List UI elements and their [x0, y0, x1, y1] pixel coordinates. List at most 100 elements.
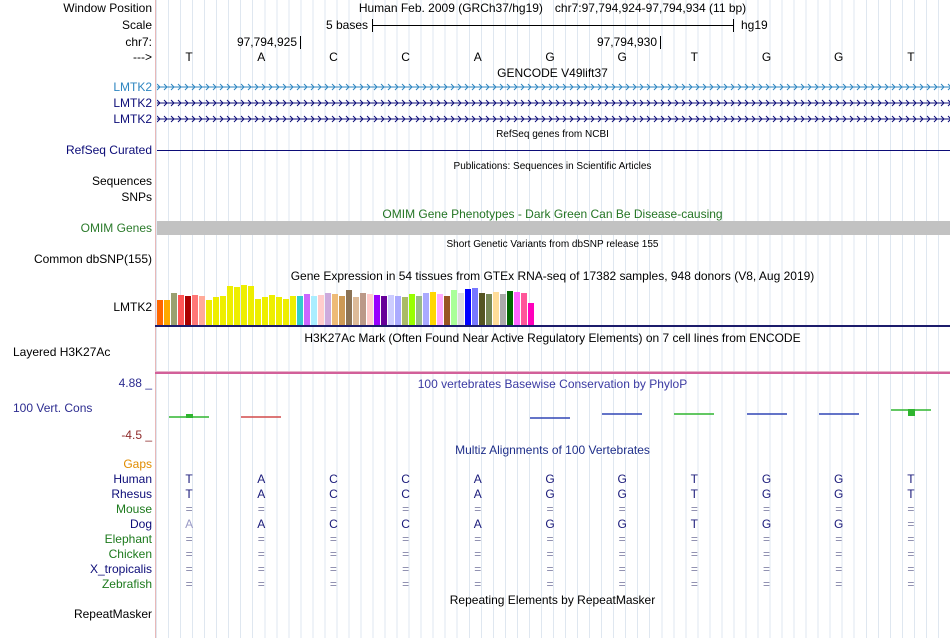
publications-sequences-label[interactable]: Sequences [91, 174, 152, 188]
gtex-bar[interactable] [318, 295, 324, 325]
multiz-species-label[interactable]: Zebrafish [101, 577, 152, 591]
label-divider [155, 0, 156, 638]
alignment-gap-symbol: = [402, 577, 410, 591]
gtex-bar[interactable] [276, 297, 282, 325]
gtex-bar[interactable] [234, 287, 240, 325]
h3k27ac-signal-edge [155, 371, 950, 372]
h3k27ac-signal[interactable] [155, 372, 950, 374]
repeatmasker-track-label[interactable]: RepeatMasker [73, 607, 152, 621]
gencode-transcript-feature[interactable] [155, 81, 950, 93]
gtex-bar[interactable] [388, 295, 394, 325]
gencode-item-label[interactable]: LMTK2 [113, 96, 152, 110]
phylop-track-label[interactable]: 100 Vert. Cons [13, 401, 93, 415]
gtex-bar[interactable] [479, 293, 485, 325]
gtex-bar[interactable] [171, 293, 177, 325]
gtex-bar[interactable] [395, 296, 401, 325]
alignment-gap-symbol: = [546, 532, 554, 546]
multiz-species-label[interactable]: Chicken [108, 547, 152, 561]
gtex-bar[interactable] [423, 293, 429, 325]
gtex-bar[interactable] [248, 286, 254, 325]
alignment-gap-symbol: = [329, 532, 337, 546]
gencode-transcript-feature[interactable] [155, 113, 950, 125]
gtex-bar[interactable] [192, 295, 198, 325]
multiz-species-label[interactable]: Elephant [104, 532, 152, 546]
refseq-gene-feature[interactable] [157, 150, 950, 151]
omim-track-label[interactable]: OMIM Genes [80, 221, 152, 235]
position-ruler[interactable]: 97,794,930 [550, 35, 661, 49]
gtex-bar[interactable] [325, 293, 331, 325]
dbsnp-track-label[interactable]: Common dbSNP(155) [33, 252, 152, 266]
gtex-bar[interactable] [528, 303, 534, 325]
phylop-track-title: 100 vertebrates Basewise Conservation by… [417, 377, 688, 391]
phylop-plot[interactable] [0, 388, 950, 440]
gtex-bar[interactable] [290, 296, 296, 325]
multiz-species-label[interactable]: Mouse [115, 502, 152, 516]
position-ruler[interactable]: 97,794,925 [190, 35, 301, 49]
gtex-track-label[interactable]: LMTK2 [113, 300, 152, 314]
gtex-bar[interactable] [521, 293, 527, 325]
gtex-bar[interactable] [227, 286, 233, 325]
gtex-bar[interactable] [185, 296, 191, 325]
gtex-bar[interactable] [381, 296, 387, 325]
alignment-gap-symbol: = [835, 502, 843, 516]
gtex-bar[interactable] [465, 289, 471, 325]
omim-gene-feature[interactable] [157, 221, 950, 235]
gtex-bar[interactable] [374, 295, 380, 325]
phylop-min-label: -4.5 _ [121, 428, 152, 442]
gtex-bar[interactable] [262, 297, 268, 325]
gtex-bar[interactable] [451, 290, 457, 325]
gtex-bar[interactable] [255, 299, 261, 325]
gtex-bar[interactable] [213, 297, 219, 325]
gtex-bar[interactable] [311, 296, 317, 325]
alignment-gap-symbol: = [907, 577, 915, 591]
scale-bar[interactable] [372, 18, 734, 32]
gtex-bar[interactable] [458, 293, 464, 325]
phylop-score-bar [907, 409, 915, 417]
gtex-bar[interactable] [297, 296, 303, 325]
h3k27ac-track-label[interactable]: Layered H3K27Ac [13, 345, 111, 359]
gtex-bar[interactable] [416, 296, 422, 325]
multiz-species-label[interactable]: X_tropicalis [89, 562, 152, 576]
gtex-bar[interactable] [332, 294, 338, 325]
gtex-bar[interactable] [409, 294, 415, 325]
refseq-track-label[interactable]: RefSeq Curated [65, 143, 152, 157]
window-position-label: Window Position [63, 1, 152, 15]
gtex-bar[interactable] [507, 291, 513, 325]
window-position: Human Feb. 2009 (GRCh37/hg19) chr7:97,794… [155, 1, 950, 15]
gtex-bar[interactable] [444, 296, 450, 325]
multiz-species-label[interactable]: Rhesus [111, 487, 152, 501]
gtex-bar[interactable] [164, 300, 170, 325]
base-letter: T [907, 472, 915, 486]
gtex-bar[interactable] [430, 292, 436, 325]
gtex-bar[interactable] [486, 294, 492, 325]
gtex-bar[interactable] [220, 296, 226, 325]
gtex-bar[interactable] [269, 295, 275, 325]
gencode-transcript-feature[interactable] [155, 97, 950, 109]
gtex-bar[interactable] [353, 297, 359, 325]
gtex-expression-bars[interactable] [157, 285, 535, 325]
gencode-item-label[interactable]: LMTK2 [113, 112, 152, 126]
gtex-bar[interactable] [346, 290, 352, 325]
gtex-bar[interactable] [437, 294, 443, 325]
gtex-bar[interactable] [500, 294, 506, 325]
multiz-gaps-label[interactable]: Gaps [123, 457, 152, 471]
gtex-bar[interactable] [157, 300, 163, 325]
publications-snps-label[interactable]: SNPs [121, 190, 152, 204]
gtex-bar[interactable] [304, 294, 310, 325]
multiz-species-label[interactable]: Dog [129, 517, 152, 531]
gtex-bar[interactable] [241, 285, 247, 325]
gtex-bar[interactable] [339, 296, 345, 325]
gencode-item-label[interactable]: LMTK2 [113, 80, 152, 94]
gtex-bar[interactable] [199, 296, 205, 325]
gtex-bar[interactable] [514, 292, 520, 325]
multiz-species-label[interactable]: Human [113, 472, 152, 486]
gtex-bar[interactable] [472, 288, 478, 325]
gtex-bar[interactable] [493, 292, 499, 325]
gtex-bar[interactable] [178, 295, 184, 325]
gtex-bar[interactable] [367, 294, 373, 325]
gtex-bar[interactable] [283, 299, 289, 325]
gtex-bar[interactable] [360, 293, 366, 325]
gtex-bar[interactable] [402, 297, 408, 325]
gtex-bar[interactable] [206, 300, 212, 325]
